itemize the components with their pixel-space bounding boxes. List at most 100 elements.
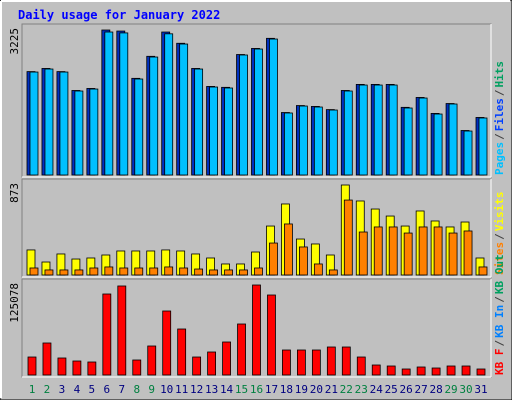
x-tick-label: 27 <box>415 383 428 396</box>
bar <box>59 269 69 276</box>
bar <box>343 199 353 276</box>
bar <box>194 68 204 176</box>
bar <box>476 368 486 376</box>
bar <box>403 107 413 176</box>
x-tick-label: 30 <box>459 383 472 396</box>
x-tick-label: 15 <box>235 383 248 396</box>
bar <box>162 310 172 376</box>
y-tick-label: 873 <box>8 183 21 203</box>
bar <box>403 232 413 276</box>
x-tick-label: 28 <box>429 383 442 396</box>
bar <box>222 341 231 376</box>
bar <box>239 54 248 176</box>
bar <box>179 267 189 276</box>
x-tick-label: 3 <box>59 383 66 396</box>
bar <box>298 105 308 176</box>
bar <box>478 117 488 176</box>
bar <box>149 267 159 276</box>
bar <box>89 88 99 176</box>
bar <box>224 269 233 276</box>
legend-separator: / <box>493 89 506 96</box>
legend-entry: KB F <box>493 349 506 376</box>
bar <box>433 226 443 276</box>
bar <box>29 71 39 176</box>
x-tick-label: 11 <box>175 383 188 396</box>
legend-separator: / <box>493 233 506 240</box>
bar <box>328 269 338 276</box>
x-tick-label: 1 <box>29 383 36 396</box>
bar <box>87 361 97 376</box>
bar <box>237 323 246 376</box>
x-tick-label: 22 <box>340 383 353 396</box>
bar <box>177 328 187 376</box>
bar <box>147 345 157 376</box>
legend: KB F / KB In / KB Out <box>493 254 506 375</box>
x-tick-label: 16 <box>250 383 263 396</box>
x-tick-label: 9 <box>148 383 155 396</box>
bar <box>386 365 396 376</box>
legend-entry: Sites <box>493 242 506 275</box>
x-tick-label: 24 <box>370 383 384 396</box>
bar <box>418 226 428 276</box>
legend-entry: Files <box>493 98 506 131</box>
bar <box>418 97 428 176</box>
legend-entry: Pages <box>493 142 506 175</box>
bar <box>416 366 426 376</box>
bar <box>74 90 84 176</box>
bar <box>252 284 261 376</box>
bar <box>179 43 189 176</box>
bar <box>254 48 263 176</box>
bar <box>119 32 129 176</box>
legend-entry: Visits <box>493 192 506 232</box>
legend-separator: / <box>493 133 506 140</box>
x-tick-label: 20 <box>310 383 323 396</box>
bar <box>194 268 204 276</box>
bar <box>296 349 306 376</box>
bar <box>388 84 398 176</box>
bar <box>341 346 351 376</box>
x-tick-label: 26 <box>400 383 413 396</box>
x-tick-label: 8 <box>133 383 140 396</box>
bar <box>134 78 144 176</box>
bar <box>388 226 398 276</box>
bar <box>164 33 174 176</box>
bar <box>343 90 353 176</box>
bar <box>326 346 336 376</box>
bar <box>192 356 202 376</box>
bar <box>311 349 321 376</box>
bar <box>74 269 84 276</box>
bar <box>104 31 114 176</box>
x-tick-label: 2 <box>44 383 51 396</box>
bar <box>117 285 127 376</box>
bar <box>89 267 99 276</box>
x-tick-label: 14 <box>220 383 234 396</box>
bar <box>401 368 411 376</box>
legend-entry: KB Out <box>493 254 506 294</box>
bar <box>269 38 278 176</box>
bar <box>149 56 159 176</box>
bar <box>209 269 219 276</box>
bar <box>57 357 67 376</box>
x-tick-label: 7 <box>118 383 125 396</box>
bar <box>119 267 129 276</box>
x-tick-label: 10 <box>160 383 173 396</box>
bar <box>104 266 114 276</box>
bar <box>478 266 488 276</box>
bar <box>209 86 219 176</box>
x-tick-label: 25 <box>385 383 398 396</box>
x-tick-label: 23 <box>355 383 368 396</box>
chart-title: Daily usage for January 2022 <box>18 8 220 22</box>
legend: Sites /Visits <box>493 192 506 276</box>
x-tick-label: 5 <box>89 383 96 396</box>
bar <box>44 269 54 276</box>
bar <box>42 342 52 376</box>
bar <box>102 293 112 376</box>
x-tick-label: 6 <box>104 383 111 396</box>
y-tick-label: 3225 <box>8 28 21 55</box>
bar <box>328 109 338 176</box>
bar <box>358 84 368 176</box>
legend-separator: / <box>493 340 506 347</box>
bar <box>358 231 368 276</box>
bar <box>433 113 443 176</box>
